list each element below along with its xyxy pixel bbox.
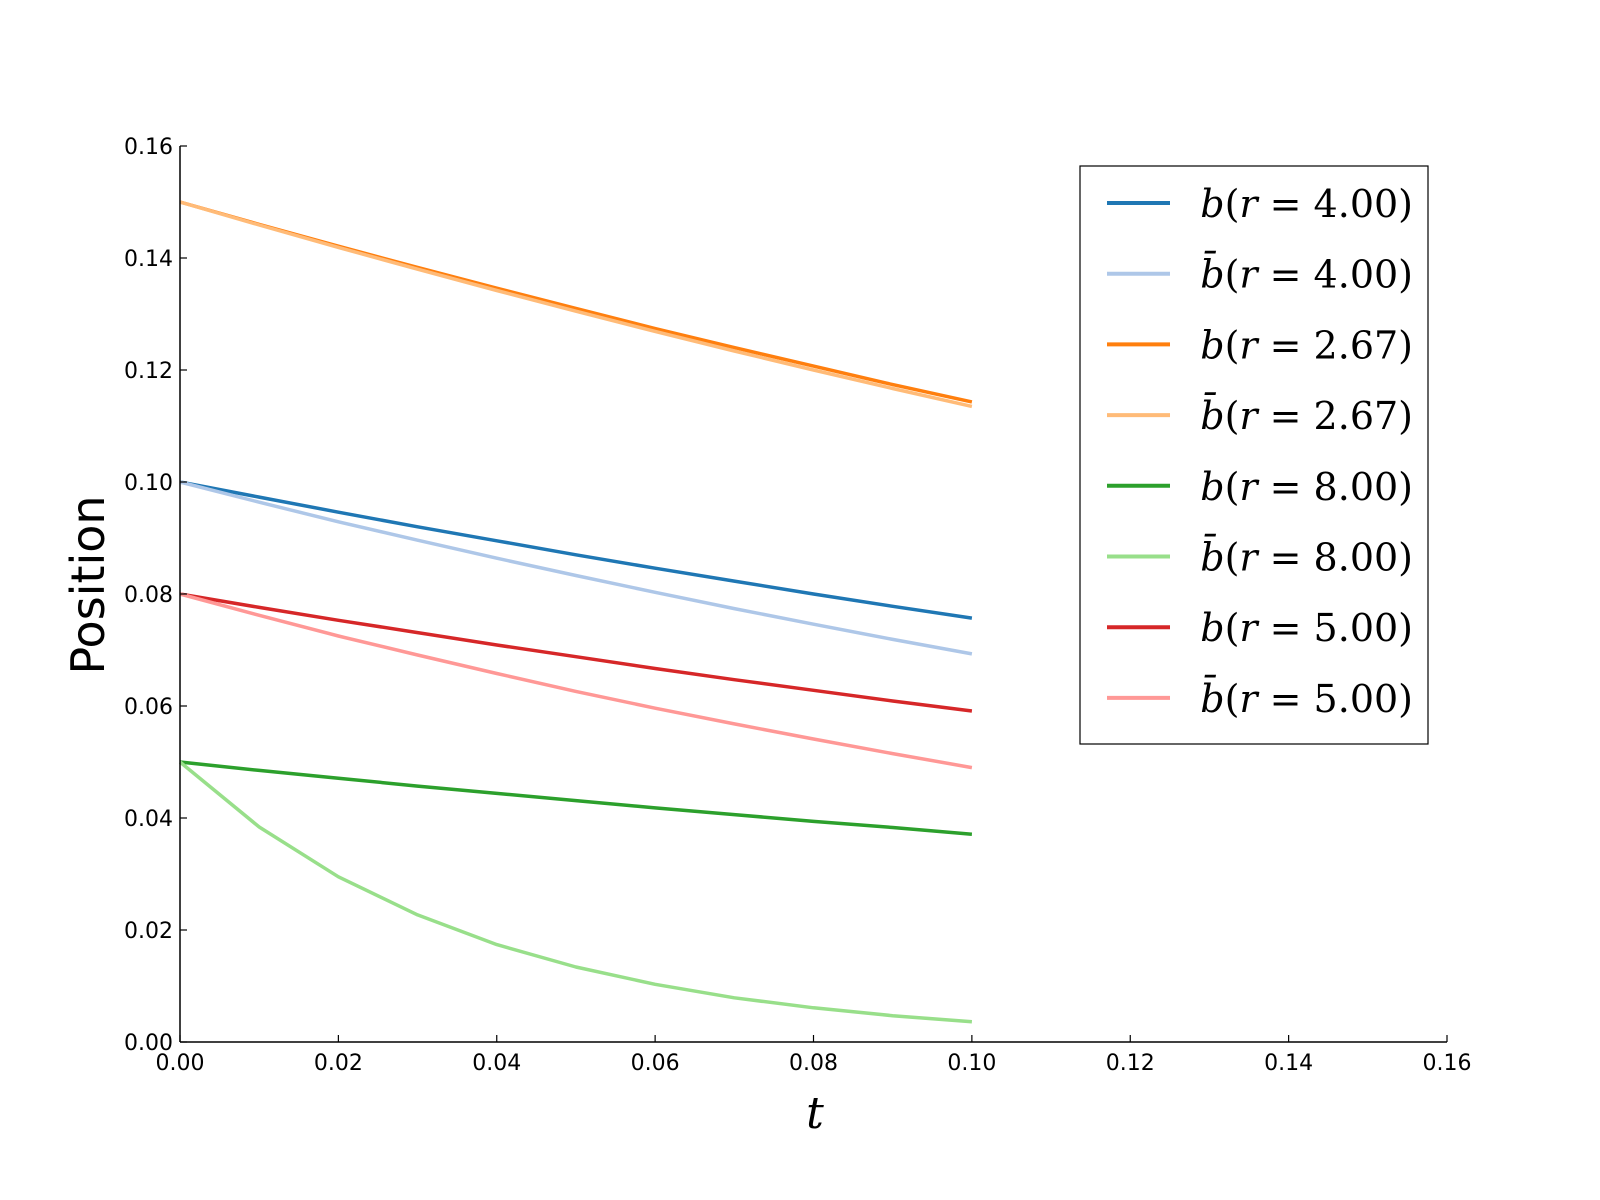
legend-label: b(r = 5.00) [1200,606,1413,650]
x-tick-label: 0.14 [1264,1051,1313,1076]
series-line-2 [179,480,973,656]
x-tick-label: 0.04 [472,1051,521,1076]
y-tick-label: 0.14 [124,247,173,272]
series-line-6 [178,760,973,1024]
y-axis-title: Position [61,495,115,674]
series-line-1 [179,480,973,620]
legend-label: b̄(r = 2.67) [1200,393,1413,438]
legend-label: b̄(r = 8.00) [1200,534,1413,579]
series-line-7 [179,592,973,713]
y-tick-label: 0.08 [124,583,173,608]
legend-label: b(r = 8.00) [1200,465,1413,509]
y-tick-label: 0.04 [124,807,173,832]
x-tick-label: 0.08 [789,1051,838,1076]
x-tick-label: 0.02 [314,1051,363,1076]
x-axis-title: t [806,1088,824,1139]
series-line-3 [179,200,973,404]
legend-label: b̄(r = 4.00) [1200,251,1413,296]
plot-lines [178,200,973,1024]
x-tick-label: 0.12 [1106,1051,1155,1076]
legend-label: b̄(r = 5.00) [1200,676,1413,721]
x-tick-label: 0.10 [947,1051,996,1076]
axes: 0.00 0.02 0.04 0.06 0.08 0.10 0.12 0.14 0.16 0.00… [124,135,1471,1076]
legend: b(r = 4.00) b̄(r = 4.00) b(r = 2.67) b̄(r =… [1079,165,1429,745]
y-tick-label: 0.00 [124,1031,173,1056]
legend-label: b(r = 4.00) [1200,182,1413,226]
x-tick-label: 0.00 [156,1051,205,1076]
y-tick-label: 0.16 [124,135,173,160]
x-tick-label: 0.06 [631,1051,680,1076]
y-tick-label: 0.10 [124,471,173,496]
y-tick-label: 0.02 [124,919,173,944]
series-line-8 [179,592,973,770]
legend-label: b(r = 2.67) [1200,323,1413,367]
y-tick-label: 0.06 [124,695,173,720]
series-line-5 [179,760,973,836]
x-tick-label: 0.16 [1423,1051,1472,1076]
y-tick-label: 0.12 [124,359,173,384]
legend-box [1079,165,1429,745]
series-line-4 [179,200,973,409]
